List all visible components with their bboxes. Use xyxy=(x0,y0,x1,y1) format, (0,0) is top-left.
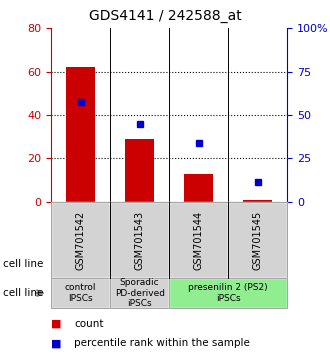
Text: ■: ■ xyxy=(51,338,62,348)
Text: cell line: cell line xyxy=(3,288,44,298)
Text: GSM701545: GSM701545 xyxy=(252,210,263,270)
Text: GSM701543: GSM701543 xyxy=(135,210,145,270)
FancyBboxPatch shape xyxy=(51,278,110,308)
FancyBboxPatch shape xyxy=(110,202,169,278)
Text: count: count xyxy=(74,319,104,329)
FancyBboxPatch shape xyxy=(228,202,287,278)
FancyBboxPatch shape xyxy=(110,278,169,308)
Bar xyxy=(243,200,272,202)
Text: GSM701544: GSM701544 xyxy=(194,210,204,270)
Text: presenilin 2 (PS2)
iPSCs: presenilin 2 (PS2) iPSCs xyxy=(188,284,268,303)
Text: GSM701542: GSM701542 xyxy=(76,210,86,270)
Text: ■: ■ xyxy=(51,319,62,329)
FancyBboxPatch shape xyxy=(169,278,287,308)
Bar xyxy=(184,173,214,202)
Text: GDS4141 / 242588_at: GDS4141 / 242588_at xyxy=(89,9,241,23)
Text: Sporadic
PD-derived
iPSCs: Sporadic PD-derived iPSCs xyxy=(115,278,165,308)
FancyBboxPatch shape xyxy=(51,202,110,278)
Bar xyxy=(66,67,95,202)
Bar xyxy=(125,139,154,202)
Text: cell line: cell line xyxy=(3,259,44,269)
Text: percentile rank within the sample: percentile rank within the sample xyxy=(74,338,250,348)
FancyBboxPatch shape xyxy=(169,202,228,278)
Text: control
IPSCs: control IPSCs xyxy=(65,284,96,303)
